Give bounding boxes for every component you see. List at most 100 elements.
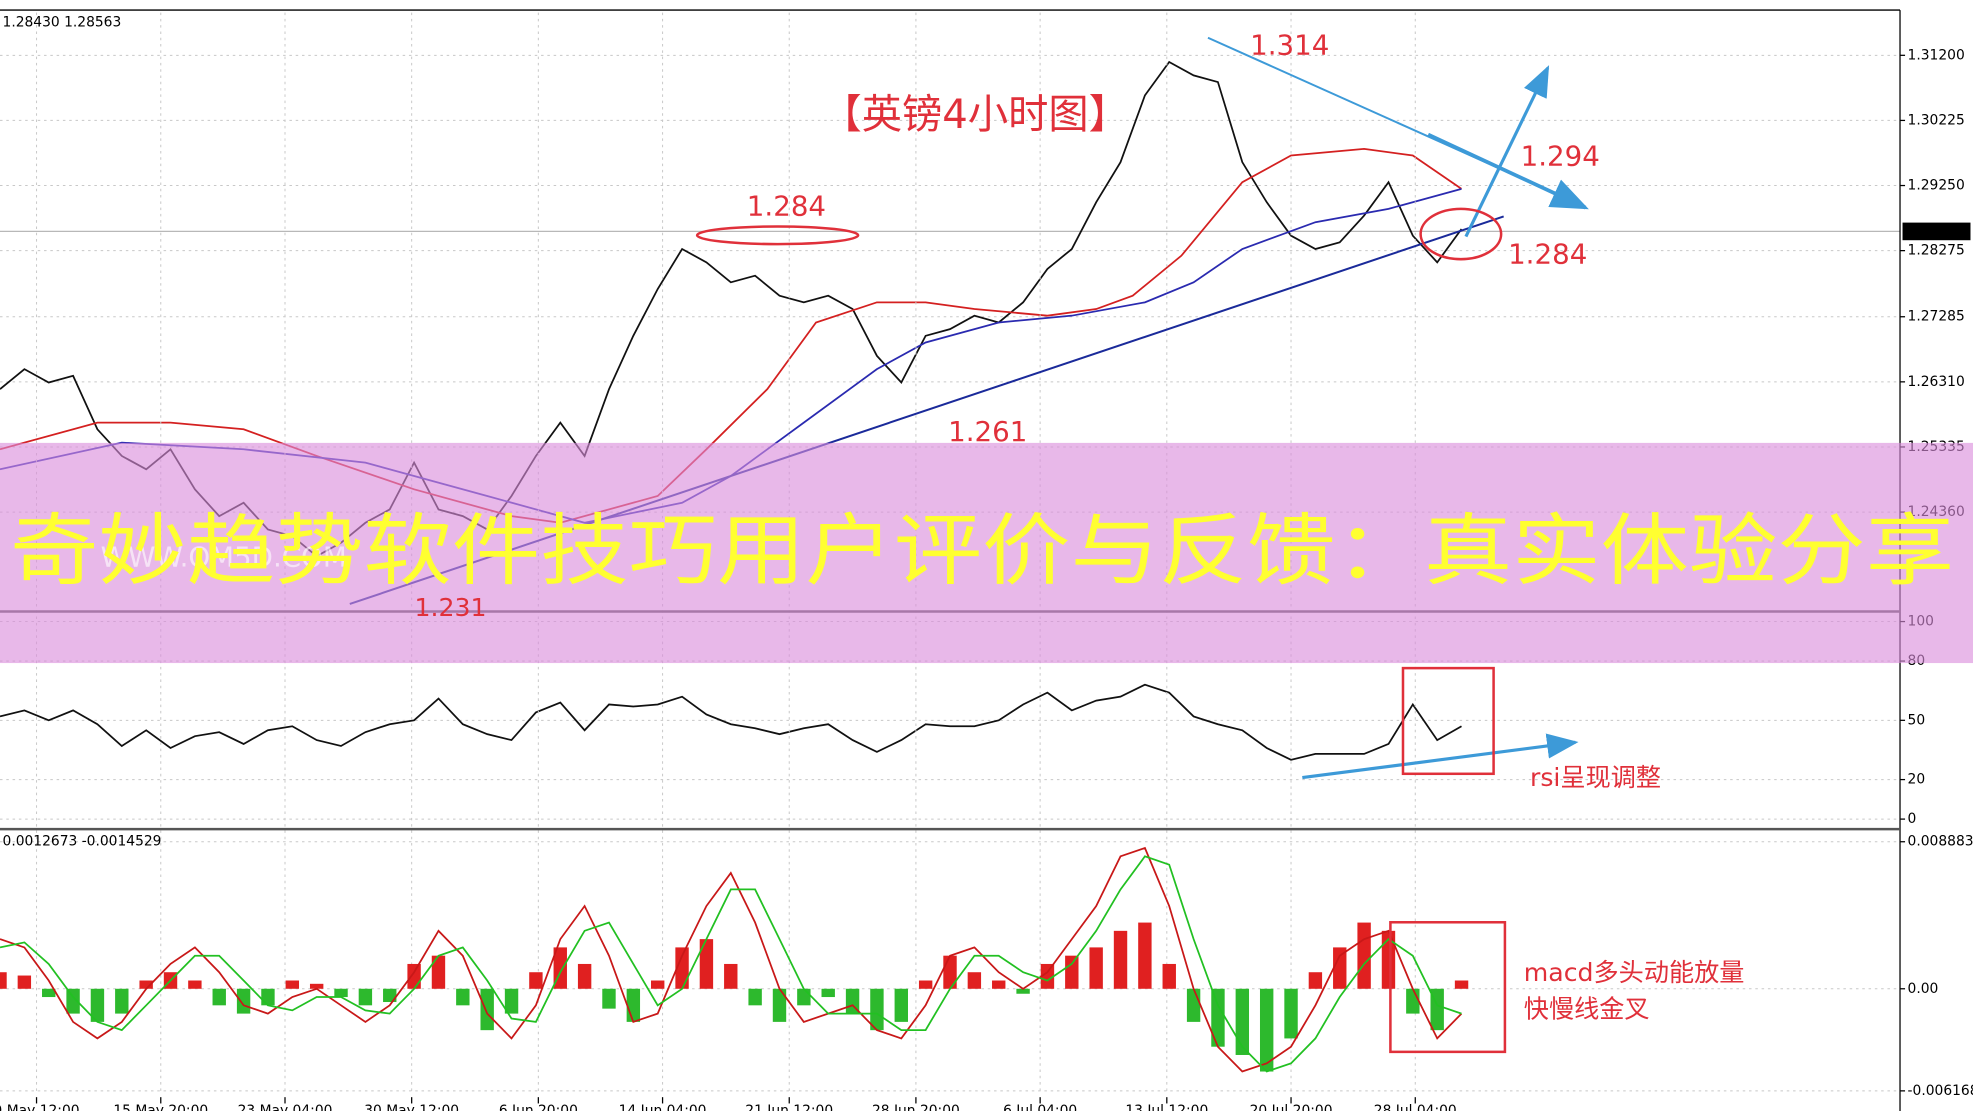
histogram-bar <box>236 988 251 1014</box>
highlight-box <box>1401 666 1495 776</box>
histogram-bar <box>992 980 1006 989</box>
histogram-bar <box>1381 930 1396 989</box>
arrow <box>1427 132 1589 210</box>
y-tick-label: 1.27285 <box>1908 309 1965 325</box>
histogram-bar <box>894 988 908 1022</box>
histogram-bar <box>1259 988 1274 1072</box>
banner-title: 奇妙趋势软件技巧用户评价与反馈：真实体验分享 <box>10 507 1954 597</box>
x-tick-label: 9 May 12:00 <box>0 1103 80 1111</box>
highlight-box <box>1389 921 1507 1054</box>
banner <box>0 442 1973 664</box>
highlight-ellipse <box>1419 207 1503 261</box>
x-tick-label: 15 May 20:00 <box>113 1103 208 1111</box>
series-line <box>0 683 1462 761</box>
x-tick-label: 23 May 04:00 <box>238 1103 333 1111</box>
histogram-bar <box>115 988 129 1014</box>
histogram-bar <box>334 988 348 998</box>
y-tick-label: 50 <box>1908 712 1926 728</box>
annotation: rsi呈现调整 <box>1530 763 1661 792</box>
histogram-bar <box>480 988 494 1031</box>
histogram-bar <box>309 983 324 989</box>
current-price-label: 1.28563 <box>1906 223 1963 239</box>
series-line <box>0 855 1462 1073</box>
x-tick-label: 28 Jul 04:00 <box>1374 1103 1457 1111</box>
histogram-bar <box>845 988 860 1014</box>
y-tick-label: 20 <box>1908 772 1926 788</box>
annotation: 1.231 <box>414 593 486 622</box>
histogram-bar <box>383 988 397 1003</box>
y-tick-label: 1.31200 <box>1908 47 1965 63</box>
watermark: WWW.QM5D.COM <box>101 541 347 574</box>
histogram-bar <box>212 988 226 1006</box>
histogram-bar <box>407 963 421 989</box>
macd-info: 0.0012673 -0.0014529 <box>3 834 162 850</box>
histogram-bar <box>188 980 202 989</box>
histogram-bar <box>529 972 543 989</box>
histogram-bar <box>1284 988 1298 1039</box>
histogram-bar <box>1138 922 1152 989</box>
histogram-bar <box>626 988 641 1022</box>
histogram-bar <box>1211 988 1225 1047</box>
annotation: 1.294 <box>1521 139 1600 172</box>
histogram-bar <box>1016 988 1030 994</box>
histogram-bar <box>821 988 835 998</box>
arrow <box>1464 65 1550 238</box>
histogram-bar <box>1186 988 1201 1022</box>
x-tick-label: 20 Jul 20:00 <box>1250 1103 1333 1111</box>
histogram-bar <box>1406 988 1420 1014</box>
histogram-bar <box>1235 988 1250 1055</box>
series-line <box>0 846 1463 1073</box>
highlight-ellipse <box>695 225 860 246</box>
x-tick-label: 28 Jun 20:00 <box>872 1103 960 1111</box>
histogram-bar <box>456 988 470 1006</box>
histogram-bar <box>1065 955 1079 989</box>
histogram-bar <box>66 988 80 1014</box>
x-tick-label: 30 May 12:00 <box>364 1103 459 1111</box>
histogram-bar <box>17 975 32 989</box>
histogram-bar <box>1089 947 1103 989</box>
histogram-bar <box>504 988 519 1014</box>
x-tick-label: 6 Jun 20:00 <box>499 1103 578 1111</box>
histogram-bar <box>772 988 787 1022</box>
histogram-bar <box>261 988 275 1006</box>
y-tick-label: 1.28275 <box>1908 243 1965 259</box>
histogram-bar <box>90 988 105 1022</box>
x-tick-label: 21 Jun 12:00 <box>745 1103 833 1111</box>
histogram-bar <box>651 980 665 989</box>
histogram-bar <box>724 963 738 989</box>
histogram-bar <box>358 988 373 1006</box>
histogram-bar <box>870 988 884 1031</box>
histogram-bar <box>1162 963 1176 989</box>
histogram-bar <box>1113 930 1128 989</box>
histogram-bar <box>967 972 982 989</box>
histogram-bar <box>577 963 592 989</box>
histogram-bar <box>0 972 7 989</box>
x-tick-label: 14 Jun 04:00 <box>619 1103 707 1111</box>
chart-label: 【英镑4小时图】 <box>821 92 1128 138</box>
arrow <box>1302 733 1579 780</box>
histogram-bar <box>1308 972 1323 989</box>
histogram-bar <box>285 980 300 989</box>
y-tick-label: 1.30225 <box>1908 112 1965 128</box>
x-tick-label: 13 Jul 12:00 <box>1125 1103 1208 1111</box>
plot-area: 1.31200 1.30225 1.29250 1.28275 1.27285 1.263… <box>0 12 1973 1111</box>
histogram-bar <box>1333 947 1347 989</box>
histogram-bar <box>42 988 56 998</box>
histogram-bar <box>797 988 811 1006</box>
y-tick-label: 0 <box>1908 811 1917 827</box>
annotation: 1.284 <box>747 190 826 223</box>
y-tick-label: 0.0088838 <box>1908 834 1973 850</box>
price-info: 1.28430 1.28563 <box>3 15 122 31</box>
current-price-box <box>1902 222 1971 241</box>
y-tick-label: -0.0061683 <box>1908 1083 1973 1099</box>
histogram-bar <box>675 947 689 989</box>
y-tick-label: 0.00 <box>1908 981 1939 997</box>
histogram-bar <box>699 939 714 989</box>
annotation: 1.314 <box>1250 29 1329 62</box>
histogram-bar <box>1454 980 1469 989</box>
histogram-bar <box>139 980 153 989</box>
y-tick-label: 1.29250 <box>1908 178 1965 194</box>
histogram-bar <box>602 988 616 1009</box>
